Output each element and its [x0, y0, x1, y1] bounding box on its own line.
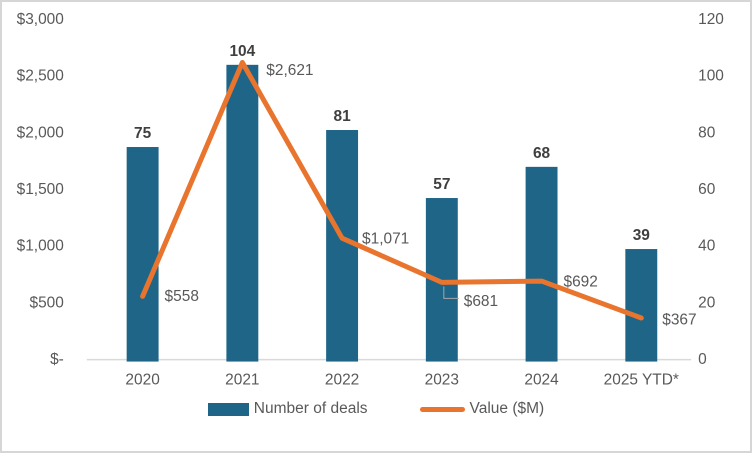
x-axis-label-2024: 2024 — [524, 372, 559, 389]
bar-label-2024: 68 — [533, 145, 551, 162]
value-label-2025 YTD*: $367 — [662, 311, 696, 328]
bar-label-2025 YTD*: 39 — [633, 227, 651, 244]
legend-label-value: Value ($M) — [469, 400, 545, 417]
bar-label-2023: 57 — [433, 176, 450, 193]
right-axis-tick: 60 — [698, 181, 715, 198]
left-axis-tick: $- — [50, 351, 64, 368]
right-axis-tick: 20 — [698, 294, 715, 311]
right-axis-tick: 0 — [698, 351, 707, 368]
right-axis-tick: 40 — [698, 238, 715, 255]
value-label-2024: $692 — [563, 274, 597, 291]
x-axis-label-2025 YTD*: 2025 YTD* — [604, 372, 679, 389]
legend-item-number-of-deals: Number of deals — [207, 400, 368, 418]
left-axis-tick: $1,000 — [17, 238, 64, 255]
right-axis-tick: 120 — [698, 11, 724, 28]
chart-svg: $- $500 $1,000 $1,500 $2,000 $2,500 $3,000 0 20 4… — [17, 11, 724, 389]
x-axis-label-2021: 2021 — [225, 372, 259, 389]
value-label-2022: $1,071 — [362, 231, 409, 248]
legend-item-value: Value ($M) — [419, 400, 545, 418]
value-label-2020: $558 — [165, 288, 199, 305]
bar-2021 — [226, 64, 259, 362]
chart-legend: Number of deals Value ($M) — [2, 400, 750, 418]
left-axis-tick: $3,000 — [17, 11, 64, 28]
legend-line-swatch-icon — [419, 406, 465, 412]
bar-label-2020: 75 — [134, 125, 152, 142]
right-axis-tick: 100 — [698, 68, 724, 85]
value-label-2021: $2,621 — [266, 62, 313, 79]
x-axis-label-2022: 2022 — [325, 372, 359, 389]
value-line — [140, 59, 644, 321]
left-axis-tick: $1,500 — [17, 181, 64, 198]
bar-2020 — [126, 147, 159, 362]
left-axis-tick: $2,500 — [17, 68, 64, 85]
left-axis-tick: $500 — [29, 294, 63, 311]
right-axis-tick: 80 — [698, 124, 715, 141]
bar-label-2021: 104 — [229, 43, 255, 60]
x-axis-label-2023: 2023 — [425, 372, 459, 389]
legend-label-number-of-deals: Number of deals — [253, 400, 368, 417]
left-axis-tick: $2,000 — [17, 124, 64, 141]
bar-2022 — [326, 130, 359, 362]
value-label-2023: $681 — [464, 293, 498, 310]
bar-2024 — [525, 166, 558, 362]
bar-2025 YTD* — [625, 249, 658, 362]
x-axis-label-2020: 2020 — [125, 372, 159, 389]
bar-label-2022: 81 — [334, 108, 352, 125]
legend-bar-swatch-icon — [207, 402, 249, 416]
leader-line — [443, 286, 459, 299]
